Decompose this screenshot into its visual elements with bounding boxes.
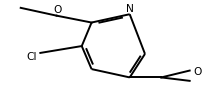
Text: N: N (126, 4, 134, 14)
Text: O: O (194, 67, 202, 77)
Text: O: O (54, 5, 62, 15)
Text: Cl: Cl (26, 52, 37, 62)
